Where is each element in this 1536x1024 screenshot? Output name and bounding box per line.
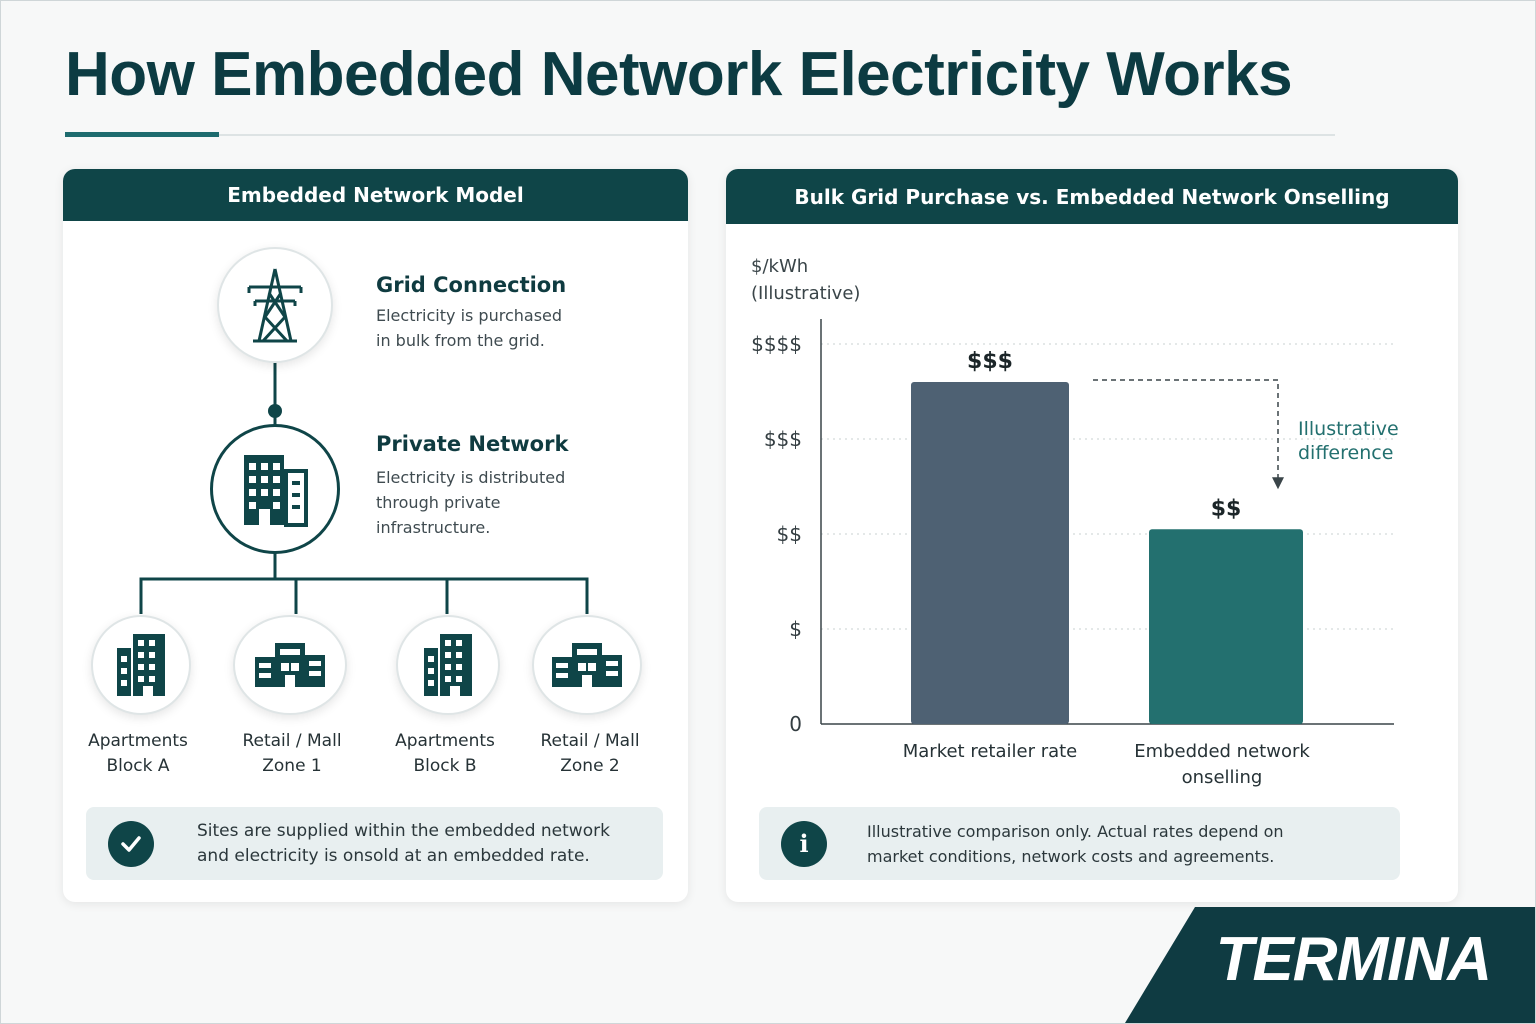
- private-network-desc: Electricity is distributed through priva…: [376, 465, 596, 540]
- apartment-building-icon: [91, 615, 191, 715]
- y-tick-label: $$$$: [751, 332, 802, 356]
- connector-dot: [268, 404, 282, 418]
- difference-annotation: difference: [1298, 442, 1393, 464]
- apartment-building-icon: [396, 615, 500, 715]
- rate-comparison-chart: $/kWh(Illustrative)0$$$$$$$$$$$$$Market …: [751, 256, 1399, 788]
- grid-desc-line: in bulk from the grid.: [376, 331, 545, 350]
- brand-band: [1125, 907, 1535, 1023]
- checkmark-icon: [108, 820, 154, 867]
- note-line: Illustrative comparison only. Actual rat…: [867, 821, 1284, 841]
- difference-bracket: [1093, 379, 1279, 480]
- title-accent-bar: [65, 132, 219, 137]
- office-building-icon: [210, 424, 340, 554]
- private-desc-line: through private: [376, 493, 501, 512]
- disclaimer-note: i Illustrative comparison only. Actual r…: [759, 807, 1400, 880]
- bar-1: [911, 382, 1069, 724]
- bar-data-label: $$$: [967, 349, 1013, 374]
- site-label-retail-1: Retail / Mall Zone 1: [227, 729, 357, 779]
- y-axis-label: $/kWh: [751, 256, 808, 277]
- grid-connection-title: Grid Connection: [376, 273, 567, 297]
- y-tick-label: $: [789, 617, 802, 641]
- title-divider: [65, 134, 1335, 136]
- bar-data-label: $$: [1211, 496, 1242, 521]
- supply-note-text: Sites are supplied within the embedded n…: [197, 819, 610, 869]
- x-category-label: Market retailer rate: [903, 741, 1078, 762]
- x-category-label: Embedded network: [1134, 741, 1310, 762]
- y-tick-label: $$: [777, 522, 802, 546]
- site-label-line: Zone 1: [262, 756, 322, 776]
- transmission-tower-icon: [217, 247, 333, 363]
- y-tick-label: $$$: [764, 427, 802, 451]
- private-desc-line: Electricity is distributed: [376, 468, 566, 487]
- site-label-line: Block A: [106, 756, 170, 776]
- site-label-line: Apartments: [395, 731, 495, 751]
- site-label-line: Retail / Mall: [540, 731, 640, 751]
- site-label-line: Apartments: [88, 731, 188, 751]
- site-label-line: Retail / Mall: [242, 731, 342, 751]
- branch-bus-line: [139, 577, 589, 614]
- site-label-line: Block B: [413, 756, 477, 776]
- note-line: Sites are supplied within the embedded n…: [197, 820, 610, 841]
- site-label-apartments-a: Apartments Block A: [73, 729, 203, 779]
- difference-annotation: Illustrative: [1298, 418, 1399, 440]
- note-line: and electricity is onsold at an embedded…: [197, 845, 590, 866]
- site-label-retail-2: Retail / Mall Zone 2: [525, 729, 655, 779]
- note-line: market conditions, network costs and agr…: [867, 846, 1275, 866]
- info-icon: i: [781, 820, 827, 867]
- x-category-label: onselling: [1182, 767, 1263, 788]
- panel-header-right: Bulk Grid Purchase vs. Embedded Network …: [726, 169, 1458, 224]
- y-axis-label: (Illustrative): [751, 283, 860, 304]
- network-connectors: [139, 361, 589, 614]
- retail-store-icon: [233, 615, 347, 715]
- panel-header-left: Embedded Network Model: [63, 169, 688, 221]
- arrow-down-icon: [1272, 477, 1284, 490]
- termina-logo: TERMINA: [1215, 925, 1492, 994]
- disclaimer-note-text: Illustrative comparison only. Actual rat…: [867, 819, 1284, 869]
- retail-store-icon: [532, 615, 642, 715]
- site-label-apartments-b: Apartments Block B: [380, 729, 510, 779]
- bar-2: [1149, 529, 1303, 724]
- embedded-network-panel: Embedded Network Model Grid Connection E…: [63, 169, 688, 902]
- supply-note: Sites are supplied within the embedded n…: [86, 807, 663, 880]
- private-desc-line: infrastructure.: [376, 518, 491, 537]
- comparison-panel: Bulk Grid Purchase vs. Embedded Network …: [726, 169, 1458, 902]
- grid-desc-line: Electricity is purchased: [376, 306, 563, 325]
- y-tick-label: 0: [789, 712, 802, 736]
- private-network-title: Private Network: [376, 432, 569, 456]
- page-title: How Embedded Network Electricity Works: [65, 40, 1293, 109]
- site-label-line: Zone 2: [560, 756, 620, 776]
- grid-connection-desc: Electricity is purchased in bulk from th…: [376, 303, 596, 353]
